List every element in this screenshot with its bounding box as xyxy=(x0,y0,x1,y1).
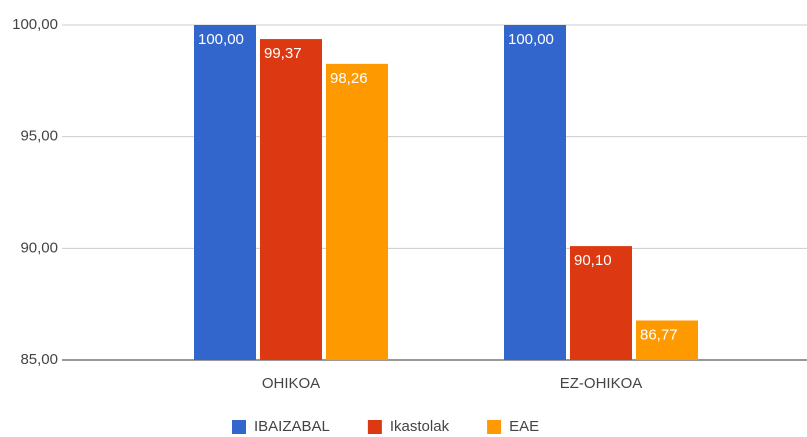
y-tick-label: 90,00 xyxy=(20,239,58,256)
legend-label: EAE xyxy=(509,418,539,435)
legend-swatch xyxy=(367,420,382,434)
bar xyxy=(636,320,698,360)
bar xyxy=(326,63,388,361)
data-label: 100,00 xyxy=(508,31,554,48)
data-label: 98,26 xyxy=(330,70,368,87)
legend-swatch xyxy=(487,420,502,434)
data-label: 86,77 xyxy=(640,326,678,343)
x-tick-label: OHIKOA xyxy=(262,375,320,392)
bar xyxy=(194,25,256,360)
legend-swatch xyxy=(232,420,246,434)
bar xyxy=(504,25,566,360)
data-label: 99,37 xyxy=(264,45,302,62)
y-tick-label: 95,00 xyxy=(20,128,58,145)
x-tick-label: EZ-OHIKOA xyxy=(560,375,643,392)
legend-label: Ikastolak xyxy=(390,418,450,435)
y-tick-label: 85,00 xyxy=(20,351,58,368)
y-tick-label: 100,00 xyxy=(12,16,58,33)
bar xyxy=(260,39,322,360)
data-label: 100,00 xyxy=(198,31,244,48)
data-label: 90,10 xyxy=(574,252,612,269)
bar xyxy=(570,246,632,360)
legend-label: IBAIZABAL xyxy=(254,418,330,435)
